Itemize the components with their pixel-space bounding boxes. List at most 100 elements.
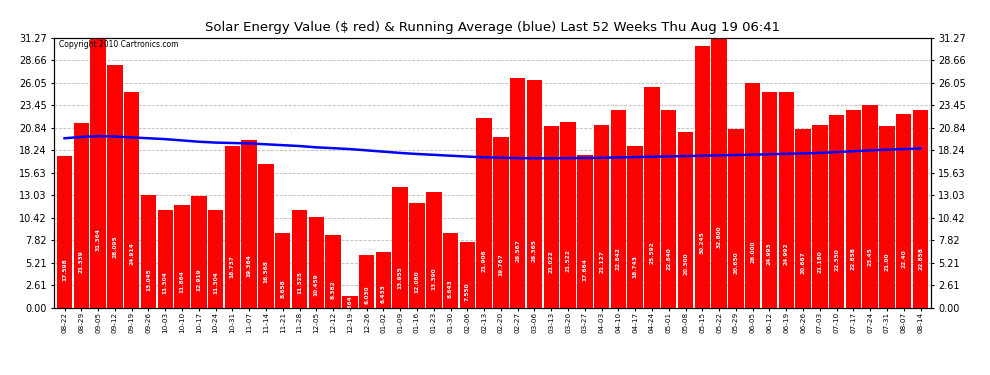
Bar: [661, 110, 676, 308]
Text: 1.364: 1.364: [347, 295, 352, 314]
Bar: [594, 125, 609, 308]
Bar: [862, 105, 878, 308]
Bar: [409, 203, 425, 308]
Text: 24.914: 24.914: [129, 242, 135, 265]
Bar: [459, 242, 475, 308]
Bar: [744, 83, 760, 308]
Bar: [191, 196, 207, 308]
Bar: [778, 92, 794, 308]
Bar: [90, 37, 106, 308]
Bar: [426, 192, 442, 308]
Text: 6.433: 6.433: [381, 284, 386, 303]
Text: 13.955: 13.955: [398, 266, 403, 289]
Text: 26.567: 26.567: [515, 239, 520, 262]
Bar: [812, 124, 828, 308]
Bar: [375, 252, 391, 308]
Bar: [510, 78, 526, 308]
Text: 8.382: 8.382: [331, 280, 336, 299]
Bar: [73, 123, 89, 308]
Text: 22.858: 22.858: [850, 247, 856, 270]
Text: 17.598: 17.598: [62, 258, 67, 281]
Text: 21.127: 21.127: [599, 251, 604, 273]
Text: Copyright 2010 Cartronics.com: Copyright 2010 Cartronics.com: [58, 40, 178, 49]
Text: 22.350: 22.350: [835, 248, 840, 271]
Text: 22.858: 22.858: [918, 247, 923, 270]
Bar: [208, 210, 224, 308]
Bar: [443, 233, 458, 308]
Text: 20.650: 20.650: [734, 252, 739, 274]
Text: 20.300: 20.300: [683, 252, 688, 275]
Text: 7.550: 7.550: [465, 282, 470, 300]
Text: 28.095: 28.095: [113, 236, 118, 258]
Text: 12.080: 12.080: [415, 270, 420, 293]
Text: 19.767: 19.767: [498, 254, 504, 276]
Text: 22.40: 22.40: [901, 250, 906, 268]
Text: 26.365: 26.365: [532, 239, 537, 262]
Bar: [493, 137, 509, 308]
Text: 11.304: 11.304: [162, 272, 167, 294]
Text: 18.737: 18.737: [230, 256, 235, 279]
Text: 10.459: 10.459: [314, 274, 319, 296]
Bar: [913, 110, 929, 308]
Text: 18.743: 18.743: [633, 256, 638, 279]
Text: 22.840: 22.840: [666, 247, 671, 270]
Title: Solar Energy Value ($ red) & Running Average (blue) Last 52 Weeks Thu Aug 19 06:: Solar Energy Value ($ red) & Running Ave…: [205, 21, 780, 33]
Text: 16.568: 16.568: [263, 260, 268, 283]
Bar: [258, 165, 273, 308]
Bar: [174, 205, 190, 308]
Text: 17.664: 17.664: [582, 258, 587, 281]
Text: 21.00: 21.00: [884, 253, 889, 272]
Bar: [560, 122, 576, 308]
Text: 22.842: 22.842: [616, 247, 621, 270]
Bar: [242, 140, 256, 308]
Text: 21.180: 21.180: [818, 251, 823, 273]
Bar: [476, 118, 492, 308]
Bar: [729, 129, 743, 308]
Bar: [678, 132, 693, 308]
Text: 24.993: 24.993: [767, 242, 772, 265]
Text: 12.919: 12.919: [196, 268, 201, 291]
Text: 11.304: 11.304: [213, 272, 218, 294]
Bar: [124, 92, 140, 308]
Bar: [157, 210, 173, 308]
Bar: [879, 126, 895, 308]
Text: 19.364: 19.364: [247, 254, 251, 277]
Text: 6.030: 6.030: [364, 285, 369, 304]
Text: 13.045: 13.045: [146, 268, 150, 291]
Text: 23.45: 23.45: [867, 248, 872, 266]
Bar: [795, 129, 811, 308]
Bar: [712, 24, 727, 307]
Bar: [761, 92, 777, 308]
Bar: [544, 126, 559, 308]
Text: 8.643: 8.643: [448, 279, 453, 298]
Text: 26.000: 26.000: [750, 240, 755, 262]
Bar: [695, 46, 710, 308]
Bar: [577, 155, 593, 308]
Bar: [309, 217, 324, 308]
Bar: [628, 146, 643, 308]
Text: 25.592: 25.592: [649, 241, 654, 264]
Bar: [56, 156, 72, 308]
Bar: [275, 233, 290, 308]
Text: 31.364: 31.364: [96, 228, 101, 251]
Bar: [392, 187, 408, 308]
Text: 21.022: 21.022: [548, 251, 553, 273]
Text: 11.864: 11.864: [179, 270, 184, 293]
Text: 21.522: 21.522: [565, 250, 570, 273]
Text: 13.390: 13.390: [432, 267, 437, 290]
Text: 24.992: 24.992: [784, 242, 789, 265]
Text: 20.667: 20.667: [801, 252, 806, 274]
Text: 11.325: 11.325: [297, 272, 302, 294]
Text: 30.245: 30.245: [700, 231, 705, 254]
Bar: [896, 114, 912, 308]
Bar: [527, 80, 543, 308]
Bar: [107, 65, 123, 308]
Bar: [326, 235, 341, 308]
Bar: [829, 114, 844, 308]
Bar: [611, 110, 626, 308]
Text: 21.906: 21.906: [481, 249, 487, 272]
Bar: [141, 195, 156, 308]
Bar: [343, 296, 357, 307]
Text: 32.800: 32.800: [717, 225, 722, 248]
Bar: [644, 87, 659, 308]
